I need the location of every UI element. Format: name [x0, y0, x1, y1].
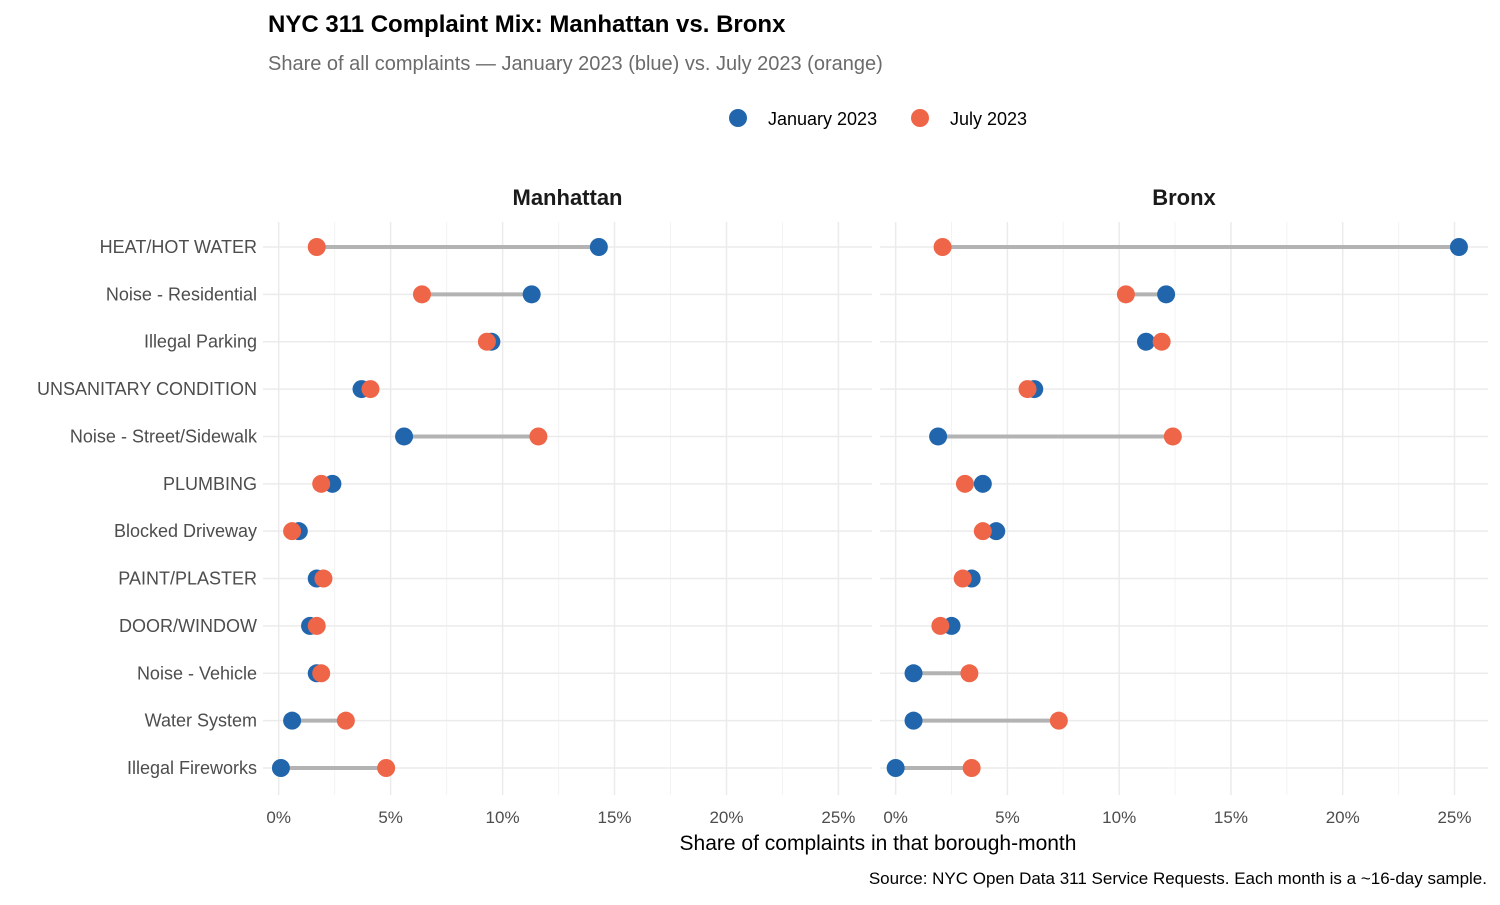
x-tick-label: 10%	[1102, 808, 1136, 827]
point-july	[931, 616, 950, 635]
y-tick-label: Illegal Fireworks	[127, 758, 257, 778]
point-january	[886, 759, 905, 777]
chart-title: NYC 311 Complaint Mix: Manhattan vs. Bro…	[268, 11, 786, 38]
y-tick-label: Illegal Parking	[144, 332, 257, 352]
point-july	[361, 380, 380, 399]
point-july	[307, 238, 326, 256]
point-july	[1049, 711, 1068, 730]
facet-label-bronx: Bronx	[1152, 185, 1216, 210]
point-july	[1152, 332, 1171, 351]
point-january	[1157, 285, 1176, 304]
point-july	[973, 522, 992, 541]
point-july	[953, 569, 972, 588]
x-tick-label: 15%	[1214, 808, 1248, 827]
point-july	[312, 474, 331, 493]
point-january	[271, 759, 290, 777]
y-tick-label: HEAT/HOT WATER	[100, 237, 257, 257]
x-tick-label: 0%	[883, 808, 908, 827]
y-tick-label: UNSANITARY CONDITION	[37, 379, 257, 399]
point-july	[314, 569, 333, 588]
point-july	[1116, 285, 1135, 304]
x-tick-label: 20%	[709, 808, 743, 827]
legend-marker-january	[729, 109, 747, 127]
x-tick-label: 5%	[378, 808, 403, 827]
x-tick-label: 0%	[266, 808, 291, 827]
x-tick-label: 25%	[821, 808, 855, 827]
chart-subtitle: Share of all complaints — January 2023 (…	[268, 53, 883, 75]
point-january	[1449, 238, 1468, 256]
x-tick-label: 15%	[598, 808, 632, 827]
point-july	[1163, 427, 1182, 446]
caption: Source: NYC Open Data 311 Service Reques…	[869, 869, 1487, 888]
point-july	[312, 664, 331, 683]
x-tick-label: 5%	[995, 808, 1020, 827]
y-tick-label: Noise - Residential	[106, 284, 257, 304]
y-tick-label: PLUMBING	[163, 474, 257, 494]
point-january	[973, 474, 992, 493]
point-july	[412, 285, 431, 304]
legend-label-july: July 2023	[950, 109, 1027, 129]
point-july	[336, 711, 355, 730]
y-tick-label: Noise - Street/Sidewalk	[70, 426, 258, 446]
legend-label-january: January 2023	[768, 109, 877, 129]
point-january	[1137, 332, 1155, 351]
x-tick-label: 10%	[486, 808, 520, 827]
point-july	[1018, 380, 1037, 399]
point-january	[929, 427, 948, 446]
legend: January 2023 July 2023	[729, 109, 1027, 129]
y-tick-label: Blocked Driveway	[114, 521, 257, 541]
point-january	[283, 711, 302, 730]
point-january	[904, 664, 923, 683]
point-july	[307, 616, 326, 635]
point-july	[962, 759, 981, 777]
x-tick-label: 25%	[1437, 808, 1471, 827]
point-july	[955, 474, 974, 493]
x-tick-label: 20%	[1326, 808, 1360, 827]
point-january	[987, 522, 1006, 541]
point-january	[395, 427, 414, 446]
point-july	[377, 759, 396, 777]
point-july	[529, 427, 548, 446]
legend-marker-july	[911, 109, 929, 127]
y-tick-label: DOOR/WINDOW	[119, 616, 257, 636]
point-january	[522, 285, 541, 304]
y-tick-label: Noise - Vehicle	[137, 663, 257, 683]
x-axis-label: Share of complaints in that borough-mont…	[680, 832, 1077, 855]
point-january	[904, 711, 923, 730]
point-july	[477, 332, 496, 351]
y-tick-label: Water System	[145, 711, 257, 731]
point-july	[960, 664, 979, 683]
y-tick-label: PAINT/PLASTER	[118, 569, 257, 589]
point-july	[933, 238, 952, 256]
point-january	[589, 238, 608, 256]
point-july	[283, 522, 302, 541]
facet-label-manhattan: Manhattan	[513, 185, 623, 210]
